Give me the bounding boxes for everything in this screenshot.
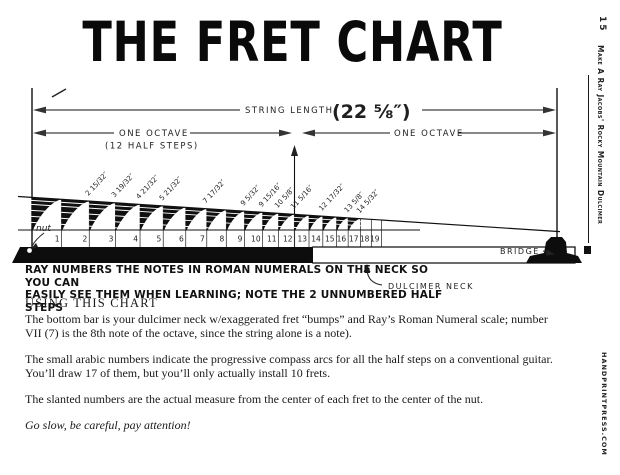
fret-number: 12 — [283, 235, 293, 244]
dulcimer-neck-label: DULCIMER NECK — [388, 282, 474, 291]
sidebar-square-mark — [584, 246, 591, 254]
fret-number: 11 — [267, 235, 277, 244]
fret-number: 3 — [109, 235, 114, 244]
fret-arc — [348, 217, 361, 230]
fret-number: 2 — [83, 235, 88, 244]
chart-caption: RAY NUMBERS THE NOTES IN ROMAN NUMERALS … — [25, 264, 445, 314]
measure-label: 7 17/32″ — [201, 178, 227, 205]
measure-label: 2 15/32″ — [84, 170, 110, 197]
left-octave-label: ONE OCTAVE — [119, 129, 189, 139]
fret-arc — [278, 213, 295, 230]
fret-number: 9 — [238, 235, 243, 244]
hatch-line — [17, 199, 369, 223]
fret-arc — [206, 208, 227, 230]
sidebar-divider-line — [588, 75, 589, 243]
sidebar-title: Make A Ray Jacobs' Rocky Mountain Dulcim… — [596, 45, 605, 225]
right-octave-dimension: ONE OCTAVE — [302, 129, 556, 139]
bridge-silhouette — [526, 237, 582, 263]
fret-chart-diagram: STRING LENGTH (22 ⅝″) ONE OCTAVE (12 HAL… — [12, 88, 582, 291]
string-length-label: STRING LENGTH — [245, 106, 333, 116]
fret-number: 10 — [251, 235, 261, 244]
paragraph-2: The small arabic numbers indicate the pr… — [25, 352, 553, 380]
fret-arc — [262, 212, 279, 230]
dulcimer-neck-callout: DULCIMER NECK — [363, 264, 474, 291]
paragraph-1: The bottom bar is your dulcimer neck w/e… — [25, 312, 548, 340]
fret-arc — [294, 214, 310, 230]
fret-number: 7 — [200, 235, 205, 244]
hatch-line — [17, 215, 212, 229]
fret-arc — [163, 205, 186, 230]
fret-arc — [244, 211, 263, 230]
body-text-block: USING THIS CHART The bottom bar is your … — [25, 296, 577, 446]
fret-number: 1 — [55, 235, 60, 244]
fret-number: 8 — [220, 235, 225, 244]
nut-callout: nut — [27, 224, 51, 253]
left-octave-dimension: ONE OCTAVE (12 HALF STEPS) — [33, 129, 292, 152]
fret-number: 14 — [311, 235, 321, 244]
fret-arc — [226, 209, 245, 230]
string-length-dimension: STRING LENGTH (22 ⅝″) — [33, 101, 556, 123]
caption-line-2: EASILY SEE THEM WHEN LEARNING; NOTE THE … — [25, 289, 443, 314]
fret-number: 5 — [156, 235, 161, 244]
fret-number: 18 — [360, 235, 370, 244]
hatch-line — [17, 209, 304, 229]
fret-number: 15 — [325, 235, 335, 244]
fret-arc — [336, 217, 349, 230]
sidebar-website: HANDPRINTPRESS.COM — [600, 352, 608, 456]
stray-pen-mark — [51, 88, 67, 98]
fret-number: 16 — [337, 235, 347, 244]
fret-number: 6 — [179, 235, 184, 244]
paragraph-3: The slanted numbers are the actual measu… — [25, 392, 484, 407]
section-heading: USING THIS CHART — [25, 296, 158, 310]
measure-label: 11 5/16″ — [289, 183, 315, 210]
fret-arc — [140, 204, 164, 230]
neck-black-bar — [12, 247, 313, 263]
measure-label: 5 21/32″ — [158, 175, 184, 202]
caption-line-1: RAY NUMBERS THE NOTES IN ROMAN NUMERALS … — [25, 264, 429, 289]
hatch-line — [17, 203, 369, 227]
fret-number: 19 — [370, 235, 380, 244]
fret-arc — [115, 202, 141, 230]
bridge-label: BRIDGE — [500, 247, 540, 256]
fret-number: 4 — [133, 235, 138, 244]
page-title: THE FRET CHART — [82, 10, 503, 75]
fret-number: 13 — [297, 235, 307, 244]
bridge-callout: BRIDGE — [500, 247, 555, 256]
hatch-line — [17, 221, 119, 229]
fret-arc — [185, 207, 207, 230]
measure-label: 3 19/32″ — [110, 172, 136, 199]
page-number: 15 — [597, 16, 607, 33]
left-octave-sub-label: (12 HALF STEPS) — [105, 142, 199, 152]
string-line — [17, 195, 561, 233]
right-octave-label: ONE OCTAVE — [394, 129, 464, 139]
closing-note: Go slow, be careful, pay attention! — [25, 418, 191, 433]
string-length-value: (22 ⅝″) — [332, 101, 411, 123]
fret-number: 17 — [349, 235, 359, 244]
fret-arc — [32, 197, 62, 230]
nut-label: nut — [36, 224, 51, 234]
